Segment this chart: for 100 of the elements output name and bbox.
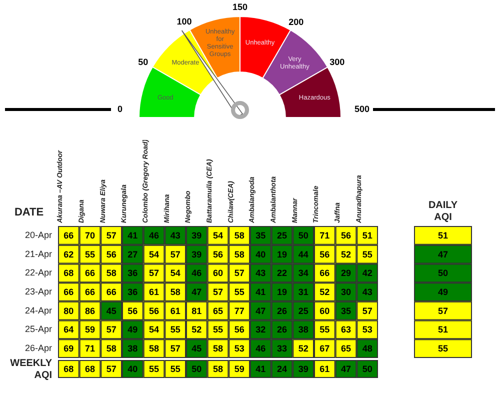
data-label: 50 bbox=[362, 364, 372, 374]
data-label: 66 bbox=[84, 268, 96, 278]
data-label: 51 bbox=[438, 324, 448, 335]
data-label: 40 bbox=[128, 364, 138, 374]
text: 500 bbox=[354, 104, 370, 114]
data-label: 43 bbox=[362, 286, 372, 297]
data-label: 55 bbox=[234, 286, 244, 297]
data-label: 52 bbox=[192, 324, 202, 335]
y-tick-label: 26-Apr bbox=[24, 343, 52, 354]
data-label: 55 bbox=[170, 364, 180, 374]
data-label: 57 bbox=[438, 306, 448, 316]
data-label: 29 bbox=[340, 268, 352, 278]
data-label: 51 bbox=[362, 230, 372, 240]
data-label: 57 bbox=[106, 230, 116, 240]
data-label: 58 bbox=[234, 230, 244, 240]
data-label: 55 bbox=[84, 249, 96, 260]
data-label: 56 bbox=[128, 306, 138, 316]
data-label: 39 bbox=[192, 230, 202, 240]
data-label: 45 bbox=[106, 306, 116, 316]
data-label: 27 bbox=[128, 249, 138, 260]
data-label: 60 bbox=[212, 268, 224, 278]
data-label: 59 bbox=[234, 364, 244, 374]
y-axis-title: DATE bbox=[14, 206, 44, 219]
data-label: 55 bbox=[320, 324, 330, 335]
data-label: 49 bbox=[128, 324, 138, 335]
data-label: 58 bbox=[106, 344, 116, 354]
data-label: 35 bbox=[256, 230, 266, 240]
y-tick-label: WEEKLY AQI bbox=[10, 358, 52, 381]
data-label: 38 bbox=[298, 324, 308, 335]
data-label: 19 bbox=[276, 249, 288, 260]
data-label: 57 bbox=[212, 286, 224, 297]
data-label: 43 bbox=[256, 268, 266, 278]
data-label: 47 bbox=[340, 364, 352, 374]
data-label: 55 bbox=[212, 324, 224, 335]
data-label: 32 bbox=[256, 324, 266, 335]
data-label: 36 bbox=[128, 268, 138, 278]
data-label: 64 bbox=[64, 324, 74, 335]
data-label: 26 bbox=[276, 324, 288, 335]
data-label: 57 bbox=[106, 324, 116, 335]
data-label: 41 bbox=[256, 364, 266, 374]
data-label: 66 bbox=[320, 268, 330, 278]
data-label: 46 bbox=[148, 230, 160, 240]
data-label: 55 bbox=[362, 249, 372, 260]
data-label: 81 bbox=[192, 306, 202, 316]
data-label: 19 bbox=[276, 286, 288, 297]
data-label: 55 bbox=[170, 324, 180, 335]
y-tick-label: 22-Apr bbox=[24, 268, 52, 278]
y-tick-label: 23-Apr bbox=[24, 286, 52, 296]
text: 100 bbox=[176, 16, 192, 27]
text: 0 bbox=[117, 104, 123, 114]
data-label: 25 bbox=[298, 306, 308, 316]
data-label: 52 bbox=[320, 286, 330, 297]
data-label: 66 bbox=[106, 286, 116, 297]
data-label: 58 bbox=[106, 268, 116, 278]
data-label: 61 bbox=[148, 286, 160, 297]
data-label: 39 bbox=[192, 249, 202, 260]
data-label: 44 bbox=[298, 249, 308, 260]
data-label: 56 bbox=[106, 249, 116, 260]
data-label: 66 bbox=[84, 286, 96, 297]
data-label: 47 bbox=[256, 306, 266, 316]
data-label: 40 bbox=[256, 249, 266, 260]
data-label: 36 bbox=[128, 286, 138, 297]
data-label: 50 bbox=[298, 230, 308, 240]
data-label: 62 bbox=[64, 249, 74, 260]
data-label: 54 bbox=[148, 249, 160, 260]
data-label: 51 bbox=[438, 230, 448, 240]
text: 200 bbox=[288, 16, 304, 27]
data-label: 39 bbox=[298, 364, 308, 374]
data-label: 86 bbox=[84, 306, 96, 316]
data-label: 56 bbox=[340, 230, 352, 240]
data-label: 42 bbox=[362, 268, 372, 278]
data-label: 54 bbox=[212, 230, 224, 240]
data-label: 71 bbox=[320, 230, 330, 240]
data-label: 56 bbox=[234, 324, 244, 335]
data-label: 59 bbox=[84, 324, 96, 335]
data-label: 57 bbox=[170, 344, 180, 354]
data-label: 30 bbox=[340, 286, 352, 297]
data-label: 71 bbox=[84, 344, 96, 354]
data-label: 46 bbox=[256, 344, 266, 354]
data-label: 58 bbox=[212, 364, 224, 374]
data-label: 66 bbox=[64, 286, 74, 297]
data-label: 41 bbox=[256, 286, 266, 297]
y-tick-label: 25-Apr bbox=[24, 324, 52, 334]
data-label: 57 bbox=[106, 364, 116, 374]
data-label: 50 bbox=[192, 364, 202, 374]
data-label: 58 bbox=[234, 249, 244, 260]
data-label: 65 bbox=[340, 344, 352, 354]
data-label: 50 bbox=[438, 268, 448, 278]
data-label: 38 bbox=[128, 344, 138, 354]
data-label: 63 bbox=[340, 324, 352, 335]
text: 50 bbox=[138, 56, 148, 67]
data-label: 58 bbox=[148, 344, 160, 354]
data-label: 48 bbox=[362, 344, 372, 354]
data-label: 57 bbox=[148, 268, 160, 278]
data-label: 43 bbox=[170, 230, 180, 240]
data-label: 31 bbox=[298, 286, 308, 297]
data-label: 56 bbox=[212, 249, 224, 260]
data-label: 46 bbox=[192, 268, 202, 278]
data-label: 45 bbox=[192, 344, 202, 354]
data-label: 77 bbox=[234, 306, 244, 316]
